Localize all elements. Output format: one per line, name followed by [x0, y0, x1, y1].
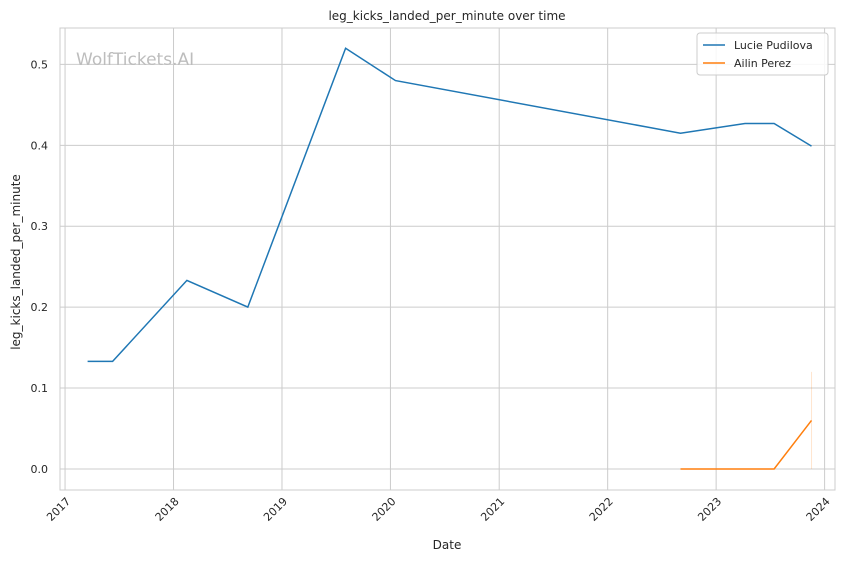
data-point	[810, 145, 813, 148]
y-tick-label: 0.0	[31, 463, 49, 476]
legend-label: Lucie Pudilova	[734, 39, 813, 52]
data-point	[344, 47, 347, 50]
x-tick-label: 2024	[804, 495, 833, 524]
data-point	[773, 467, 776, 470]
legend-label: Ailin Perez	[734, 57, 791, 70]
x-tick-label: 2018	[153, 495, 182, 524]
data-point	[185, 279, 188, 282]
data-point	[679, 467, 682, 470]
data-point	[111, 360, 114, 363]
y-tick-label: 0.1	[31, 382, 49, 395]
series-line	[680, 419, 813, 470]
chart-title: leg_kicks_landed_per_minute over time	[328, 9, 565, 23]
x-tick-label: 2022	[587, 495, 616, 524]
series-layer	[86, 47, 813, 470]
data-point	[743, 122, 746, 125]
x-tick-label: 2017	[44, 495, 73, 524]
data-point	[246, 306, 249, 309]
x-tick-label: 2020	[370, 495, 399, 524]
plot-frame	[59, 27, 836, 491]
data-point	[773, 122, 776, 125]
grid	[60, 28, 835, 490]
x-axis-label: Date	[433, 538, 462, 552]
series-line	[87, 47, 812, 363]
watermark: WolfTickets.AI	[76, 50, 194, 70]
data-point	[394, 79, 397, 82]
legend: Lucie Pudilova Ailin Perez	[696, 32, 829, 76]
legend-box	[696, 32, 829, 76]
y-tick-label: 0.3	[31, 220, 49, 233]
y-tick-label: 0.2	[31, 301, 49, 314]
y-tick-label: 0.4	[31, 139, 49, 152]
x-tick-label: 2023	[695, 495, 724, 524]
data-point	[679, 132, 682, 135]
x-tick-label: 2019	[261, 495, 290, 524]
data-point	[86, 360, 89, 363]
data-point	[810, 419, 813, 422]
y-axis-label: leg_kicks_landed_per_minute	[9, 174, 23, 350]
y-tick-label: 0.5	[31, 58, 49, 71]
x-tick-label: 2021	[478, 495, 507, 524]
